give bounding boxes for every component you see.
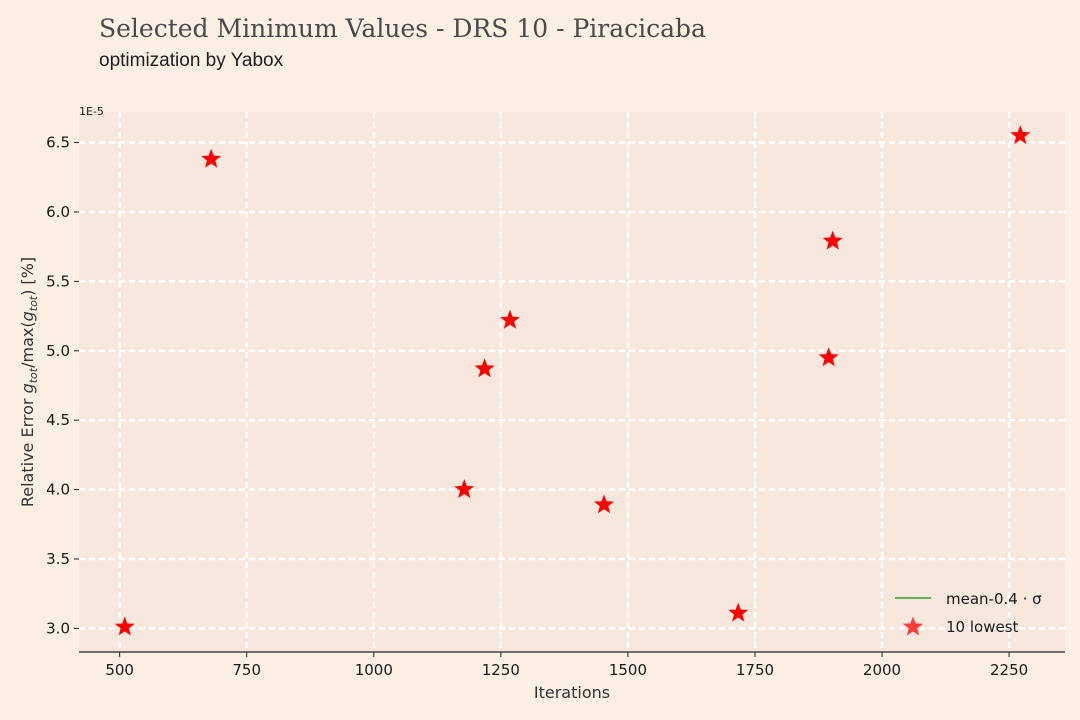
y-tick-label: 5.0 xyxy=(46,342,70,360)
y-tick-label: 4.5 xyxy=(46,411,70,429)
y-label-suffix: ) [%] xyxy=(18,257,37,296)
y-label-g2: g xyxy=(18,311,37,321)
data-points xyxy=(114,125,1031,636)
y-label-sub1: tot xyxy=(27,367,40,383)
data-point-star-icon xyxy=(1010,125,1031,145)
legend-label-lowest: 10 lowest xyxy=(946,618,1019,636)
chart-title: Selected Minimum Values - DRS 10 - Pirac… xyxy=(99,14,706,43)
chart-subtitle: optimization by Yabox xyxy=(99,50,284,71)
y-tick-label: 6.0 xyxy=(46,203,70,221)
data-point-star-icon xyxy=(822,230,843,250)
x-tick-label: 1500 xyxy=(609,661,647,679)
x-tick-label: 500 xyxy=(105,661,134,679)
y-label-mid: /max( xyxy=(18,321,37,368)
x-ticks: 500 750 1000 1250 1500 1750 2000 2250 xyxy=(105,652,1028,679)
y-tick-label: 3.5 xyxy=(46,550,70,568)
x-tick-label: 1000 xyxy=(355,661,393,679)
y-scale-label: 1E-5 xyxy=(79,105,104,118)
y-tick-label: 3.0 xyxy=(46,619,70,637)
x-tick-label: 750 xyxy=(232,661,261,679)
data-point-star-icon xyxy=(728,602,749,622)
legend-label-mean: mean-0.4 · σ xyxy=(946,590,1042,608)
y-tick-label: 4.0 xyxy=(46,481,70,499)
x-axis-label: Iterations xyxy=(534,683,610,702)
grid-lines xyxy=(79,112,1065,652)
x-tick-label: 2250 xyxy=(990,661,1028,679)
x-tick-label: 2000 xyxy=(863,661,901,679)
y-label-prefix: Relative Error xyxy=(18,393,37,507)
data-point-star-icon xyxy=(818,347,839,367)
y-tick-label: 5.5 xyxy=(46,272,70,290)
y-axis-label: Relative Error gtot/max(gtot) [%] xyxy=(18,257,40,507)
legend-star-icon xyxy=(903,616,923,636)
data-point-star-icon xyxy=(201,148,222,168)
plot-area xyxy=(79,112,1065,652)
y-label-g1: g xyxy=(18,383,37,393)
data-point-star-icon xyxy=(454,479,475,499)
data-point-star-icon xyxy=(114,616,135,636)
y-tick-label: 6.5 xyxy=(46,134,70,152)
data-point-star-icon xyxy=(474,358,495,378)
y-ticks: 3.0 3.5 4.0 4.5 5.0 5.5 6.0 6.5 xyxy=(46,134,79,637)
x-tick-label: 1750 xyxy=(736,661,774,679)
x-tick-label: 1250 xyxy=(482,661,520,679)
data-point-star-icon xyxy=(594,494,614,514)
legend: mean-0.4 · σ 10 lowest xyxy=(895,590,1042,636)
data-point-star-icon xyxy=(500,309,520,329)
y-label-sub2: tot xyxy=(27,295,40,311)
